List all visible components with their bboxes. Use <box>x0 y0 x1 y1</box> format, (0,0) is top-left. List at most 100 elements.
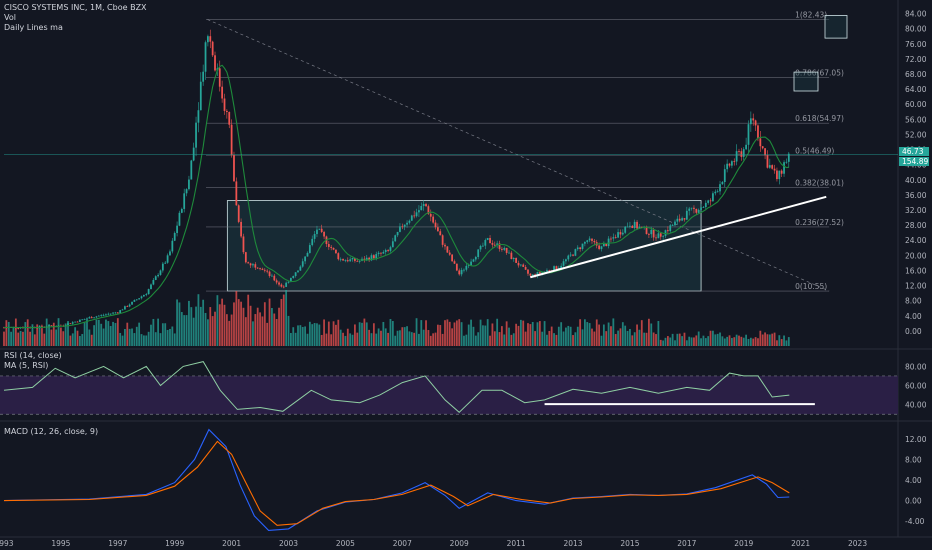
candle-body <box>486 238 489 241</box>
candle-body <box>735 151 738 162</box>
candle-body <box>415 212 418 217</box>
macd-pane[interactable]: MACD (12, 26, close, 9) 12.00 8.00 4.00 0.0… <box>3 427 927 531</box>
volume-bar <box>735 334 738 346</box>
volume-bar <box>93 325 95 346</box>
price-tick-label: 60.00 <box>905 100 927 109</box>
candle-body <box>349 259 352 262</box>
volume-bar <box>252 321 254 346</box>
volume-bar <box>569 326 572 346</box>
candle-body <box>138 298 141 300</box>
volume-bar <box>22 331 24 346</box>
volume-bar <box>230 314 233 346</box>
candle-body <box>730 161 733 166</box>
price-tick-label: 20.00 <box>905 251 927 260</box>
volume-bar <box>503 334 506 346</box>
candle-body <box>538 272 541 274</box>
price-tick-label: 84.00 <box>905 10 927 19</box>
candle-body <box>493 244 496 246</box>
candle-body <box>76 321 79 323</box>
candle-body <box>712 193 714 202</box>
candle-body <box>183 193 186 209</box>
volume-bar <box>477 332 480 346</box>
candle-body <box>365 257 368 261</box>
candle-body <box>460 269 463 275</box>
candle-body <box>515 257 518 263</box>
volume-bar <box>747 338 750 346</box>
volume-bar <box>598 324 601 346</box>
candle-body <box>614 237 617 238</box>
candle-body <box>164 262 167 264</box>
volume-bar <box>716 333 719 346</box>
volume-bar <box>555 334 558 346</box>
candle-body <box>228 112 231 125</box>
candle-body <box>128 304 131 307</box>
volume-bar <box>316 323 318 346</box>
candle-body <box>605 243 608 247</box>
price-tick-label: 56.00 <box>905 115 927 124</box>
ma-price-text: 154.89 <box>902 157 928 166</box>
volume-bar <box>337 319 340 346</box>
volume-bar <box>299 325 302 346</box>
volume-bar <box>512 333 515 346</box>
volume-bar <box>102 328 105 346</box>
candle-body <box>273 275 276 281</box>
time-tick-label: 2003 <box>279 539 298 548</box>
time-axis[interactable]: 1993 1995 1997 1999 2001 2003 2005 2007 2009 2011… <box>0 539 867 548</box>
rsi-label: RSI (14, close) <box>4 351 62 360</box>
candle-body <box>757 125 759 139</box>
macd-tick-label: 4.00 <box>905 476 922 485</box>
volume-bar <box>427 330 430 346</box>
volume-bar <box>78 335 81 346</box>
candle-body <box>709 200 712 202</box>
candle-body <box>432 216 435 223</box>
volume-bar <box>138 322 141 346</box>
volume-bar <box>455 320 458 346</box>
volume-bar <box>358 322 361 346</box>
volume-bar <box>86 319 88 346</box>
volume-bar <box>62 331 65 346</box>
candle-body <box>648 234 650 235</box>
volume-bar <box>636 324 638 346</box>
candle-body <box>429 213 432 217</box>
volume-bar <box>681 336 683 346</box>
candle-body <box>235 181 238 206</box>
candle-body <box>83 319 86 320</box>
volume-bar <box>444 320 446 346</box>
volume-bar <box>529 324 532 346</box>
time-tick-label: 2009 <box>450 539 469 548</box>
price-pane[interactable]: 84.00 80.00 76.00 72.00 68.00 64.00 60.00 56.00… <box>3 10 927 346</box>
volume-bar <box>114 323 117 346</box>
candle-body <box>368 257 371 261</box>
rsi-line <box>3 361 790 413</box>
time-tick-label: 2021 <box>791 539 810 548</box>
candle-body <box>81 319 84 321</box>
candle-body <box>607 238 610 247</box>
candle-body <box>467 265 470 267</box>
volume-bar <box>396 330 399 346</box>
volume-bar <box>116 318 119 346</box>
volume-bar <box>204 312 207 346</box>
candle-body <box>463 269 465 271</box>
volume-bar <box>572 335 574 346</box>
volume-bar <box>766 334 769 346</box>
volume-bar <box>14 318 17 346</box>
price-tick-label: 16.00 <box>905 266 927 275</box>
volume-bar <box>531 322 534 346</box>
candle-body <box>403 224 406 227</box>
candle-body <box>249 263 252 266</box>
candle-body <box>529 273 532 276</box>
volume-bar <box>313 323 316 346</box>
rsi-pane[interactable]: RSI (14, close) MA (5, RSI) 80.00 60.00 40… <box>0 351 927 415</box>
volume-bar <box>645 332 648 346</box>
volume-bar <box>652 332 655 346</box>
volume-bar <box>607 322 610 346</box>
volume-bar <box>342 332 344 346</box>
time-tick-label: 1993 <box>0 539 14 548</box>
volume-bar <box>261 316 264 346</box>
volume-bar <box>64 323 67 346</box>
volume-bar <box>349 333 352 346</box>
candle-body <box>510 252 513 259</box>
volume-bar <box>10 331 13 346</box>
volume-bar <box>380 330 382 346</box>
candle-body <box>135 299 138 301</box>
